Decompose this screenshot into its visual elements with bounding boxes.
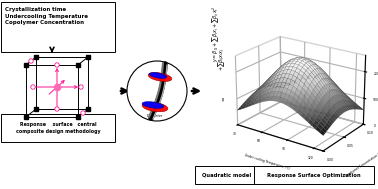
Text: Diameter: Diameter xyxy=(147,114,163,118)
FancyBboxPatch shape xyxy=(195,166,259,184)
Circle shape xyxy=(29,59,33,63)
Text: Crystallization time
Undercooling Temperature
Copolymer Concentration: Crystallization time Undercooling Temper… xyxy=(5,7,88,25)
FancyBboxPatch shape xyxy=(1,114,115,142)
FancyBboxPatch shape xyxy=(254,166,374,184)
Ellipse shape xyxy=(148,73,172,81)
FancyBboxPatch shape xyxy=(1,2,115,52)
Text: $=$: $=$ xyxy=(222,95,226,103)
Text: Response Surface Optimization: Response Surface Optimization xyxy=(267,173,361,177)
Ellipse shape xyxy=(142,102,168,112)
X-axis label: Under cooling Temperature (°C): Under cooling Temperature (°C) xyxy=(244,153,290,171)
Ellipse shape xyxy=(142,102,164,108)
Circle shape xyxy=(127,61,187,121)
Text: $y = \beta_0 + \sum\beta_i x_i + \sum\beta_{ii} x_i^2$: $y = \beta_0 + \sum\beta_i x_i + \sum\be… xyxy=(211,6,222,62)
Ellipse shape xyxy=(149,73,167,78)
Text: Response    surface   central
composite design methodology: Response surface central composite desig… xyxy=(16,122,100,134)
Circle shape xyxy=(31,85,35,89)
Circle shape xyxy=(81,111,85,115)
Text: $+ \sum\beta_{ij} x_i x_j$: $+ \sum\beta_{ij} x_i x_j$ xyxy=(217,47,228,71)
Text: Quadratic model: Quadratic model xyxy=(202,173,252,177)
Circle shape xyxy=(55,107,59,111)
Circle shape xyxy=(79,85,83,89)
Circle shape xyxy=(55,63,59,67)
Y-axis label: Copolymer Concentration (mg/mL): Copolymer Concentration (mg/mL) xyxy=(344,146,378,178)
